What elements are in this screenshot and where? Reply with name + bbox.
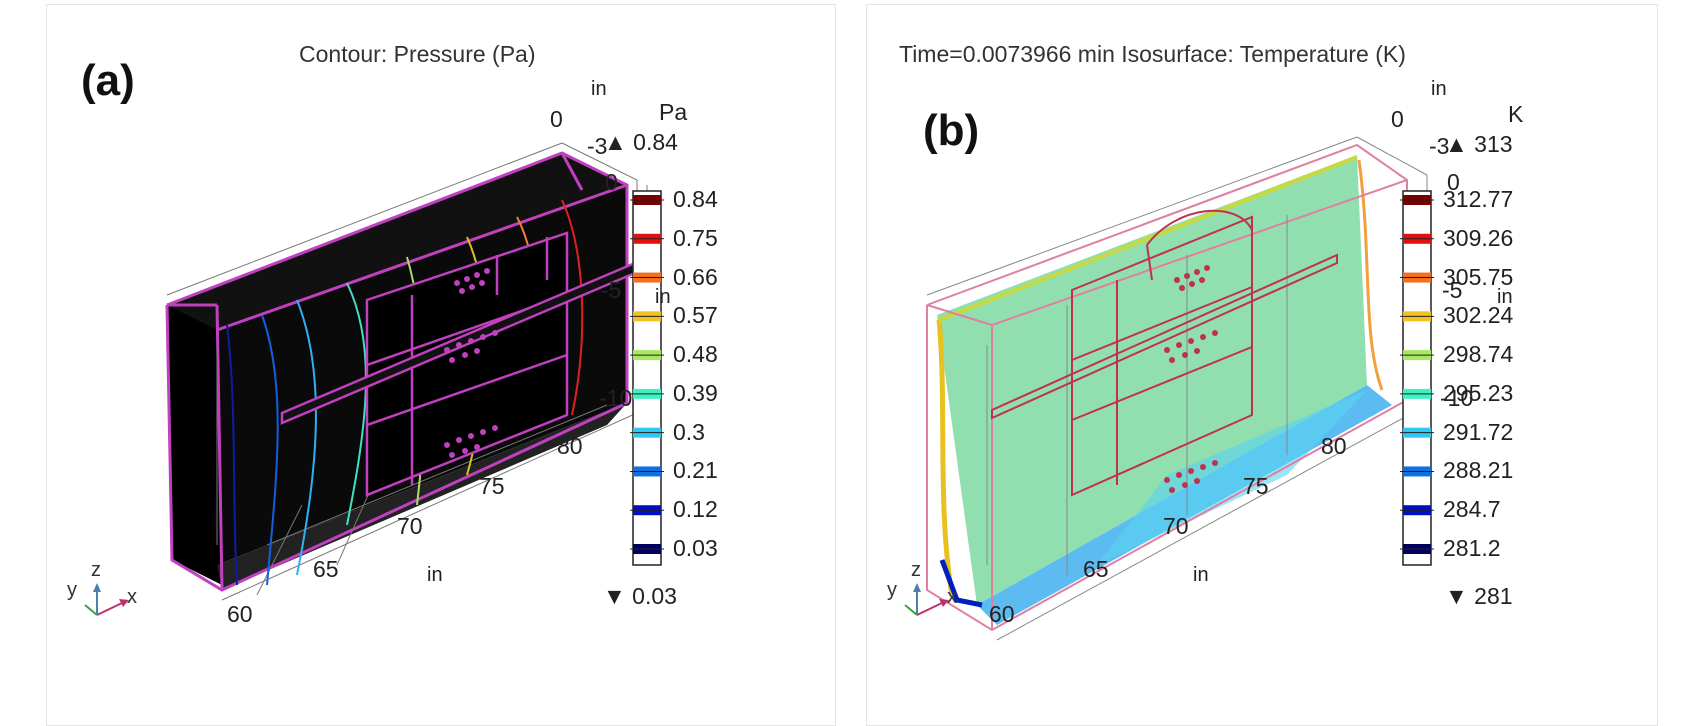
colorbar-tick-label: 288.21 <box>1443 457 1514 484</box>
y-tick-neg10: -10 <box>599 385 633 411</box>
x-tick-65: 65 <box>1083 556 1109 582</box>
colorbar-tick-label: 305.75 <box>1443 263 1514 290</box>
x-tick-75: 75 <box>479 473 505 499</box>
panel-b-label: (b) <box>923 106 980 155</box>
temperature-plot-graphics <box>904 136 1434 641</box>
colorbar-max-marker: ▲ 0.84 <box>604 129 678 155</box>
z-axis-unit: in <box>591 78 607 100</box>
y-tick-neg5: -5 <box>1442 277 1463 303</box>
colorbar-tick-label: 295.23 <box>1443 379 1514 406</box>
colorbar-min-marker: ▼ 281 <box>1445 583 1513 609</box>
panel-a-label: (a) <box>81 56 135 105</box>
colorbar-tick-label: 284.7 <box>1443 496 1501 523</box>
y-tick-neg10: -10 <box>1440 385 1474 411</box>
x-tick-75: 75 <box>1243 473 1269 499</box>
colorbar-tick-label: 0.21 <box>673 457 718 484</box>
colorbar-tick-label: 309.26 <box>1443 224 1514 251</box>
colorbar-tick-label: 0.3 <box>673 418 705 445</box>
colorbar-tick-label: 312.77 <box>1443 186 1514 212</box>
panel-a-pressure-contour: (a) Contour: Pressure (Pa) in 0 -3 Pa ▲ … <box>46 4 836 726</box>
axis-triad-icon <box>84 583 129 616</box>
triad-x-label: x <box>127 586 137 608</box>
temperature-box-3d <box>926 136 1428 641</box>
pressure-plot-graphics <box>84 142 664 616</box>
pressure-colorbar <box>630 190 664 566</box>
isosurface-green <box>937 155 1367 605</box>
colorbar-tick-label: 0.66 <box>673 263 718 290</box>
z-tick-neg3: -3 <box>587 133 608 159</box>
colorbar-tick-label: 298.74 <box>1443 341 1514 368</box>
temperature-colorbar <box>1400 190 1434 566</box>
colorbar-unit: Pa <box>659 99 688 125</box>
x-tick-60: 60 <box>989 601 1015 627</box>
box-left-face <box>167 305 222 585</box>
y-axis-unit: in <box>655 286 671 308</box>
y-tick-0: 0 <box>605 169 618 195</box>
x-tick-60: 60 <box>227 601 253 627</box>
colorbar-tick-label: 0.57 <box>673 302 718 329</box>
x-tick-80: 80 <box>1321 433 1347 459</box>
triad-x-label: x <box>947 586 957 608</box>
colorbar-tick-label: 291.72 <box>1443 418 1514 445</box>
colorbar-tick-label: 0.03 <box>673 535 718 561</box>
colorbar-frame <box>1402 190 1432 566</box>
triad-y-label: y <box>67 579 77 601</box>
x-tick-70: 70 <box>397 513 423 539</box>
colorbar-tick-label: 0.84 <box>673 186 718 212</box>
colorbar-tick-label: 0.48 <box>673 341 718 368</box>
z-tick-0: 0 <box>550 106 563 132</box>
x-tick-70: 70 <box>1163 513 1189 539</box>
panel-b-title: Time=0.0073966 min Isosurface: Temperatu… <box>899 41 1406 67</box>
y-tick-0: 0 <box>1447 169 1460 195</box>
z-axis-unit: in <box>1431 78 1447 100</box>
panel-a-title: Contour: Pressure (Pa) <box>299 41 536 67</box>
y-tick-neg5: -5 <box>601 277 622 303</box>
x-tick-80: 80 <box>557 433 583 459</box>
colorbar-tick-label: 0.12 <box>673 496 718 523</box>
triad-y-label: y <box>887 579 897 601</box>
colorbar-frame <box>632 190 662 566</box>
colorbar-tick-label: 281.2 <box>1443 535 1501 561</box>
x-tick-65: 65 <box>313 556 339 582</box>
triad-z-label: z <box>911 559 921 581</box>
colorbar-tick-label: 0.75 <box>673 224 718 251</box>
z-tick-0: 0 <box>1391 106 1404 132</box>
colorbar-min-marker: ▼ 0.03 <box>603 583 677 609</box>
colorbar-tick-label: 0.39 <box>673 379 718 406</box>
pressure-box-3d <box>165 142 648 601</box>
x-axis-unit: in <box>1193 564 1209 586</box>
y-axis-unit: in <box>1497 286 1513 308</box>
axis-triad-icon <box>904 583 949 616</box>
x-axis-unit: in <box>427 564 443 586</box>
box-top-face <box>167 153 627 330</box>
colorbar-unit: K <box>1508 101 1524 127</box>
triad-z-label: z <box>91 559 101 581</box>
colorbar-max-marker: ▲ 313 <box>1445 131 1513 157</box>
z-tick-neg3: -3 <box>1429 133 1450 159</box>
colorbar-tick-label: 302.24 <box>1443 302 1514 329</box>
panel-b-temperature-isosurface: (b) Time=0.0073966 min Isosurface: Tempe… <box>866 4 1658 726</box>
